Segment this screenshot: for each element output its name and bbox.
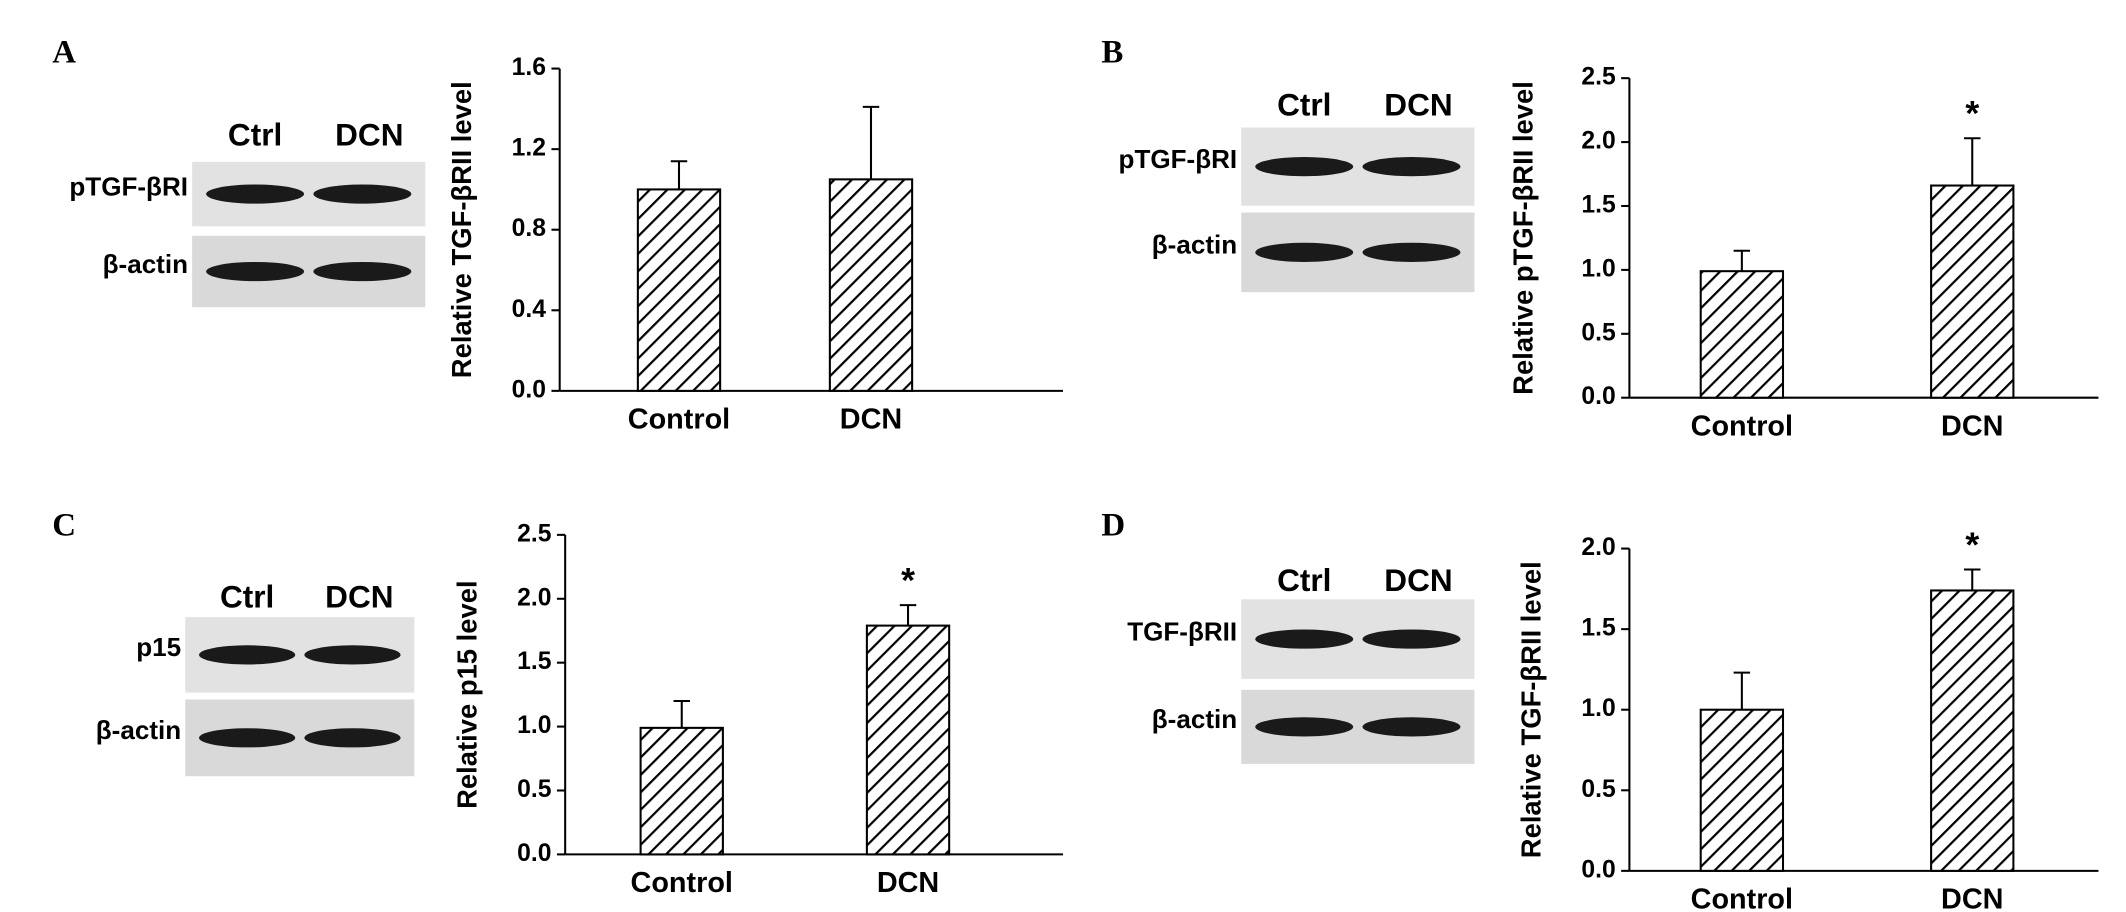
blot-band — [1255, 717, 1354, 737]
lane-label: DCN — [1384, 86, 1452, 122]
blot-band — [1362, 242, 1461, 262]
band-label: p15 — [136, 632, 181, 662]
panel-label: A — [52, 34, 76, 70]
y-tick-label: 2.0 — [517, 584, 551, 611]
lane-label: Ctrl — [1277, 562, 1331, 598]
x-tick-label: DCN — [840, 404, 902, 436]
lane-label: DCN — [325, 579, 393, 615]
y-tick-label: 0.8 — [512, 215, 546, 242]
y-tick-label: 0.0 — [1581, 383, 1615, 410]
y-tick-label: 0.0 — [1581, 856, 1615, 883]
bar — [1699, 270, 1785, 399]
blot-band — [313, 184, 412, 204]
blot-band — [1255, 629, 1354, 649]
y-tick-label: 0.5 — [1581, 776, 1616, 803]
y-tick-label: 1.0 — [517, 712, 551, 739]
bar — [639, 726, 724, 856]
x-tick-label: Control — [1691, 410, 1793, 442]
error-bar — [670, 160, 688, 190]
x-tick-label: DCN — [1941, 410, 2003, 442]
y-tick-label: 2.0 — [1581, 534, 1615, 561]
lane-label: Ctrl — [220, 579, 274, 615]
blot-band — [199, 645, 296, 665]
blot-band — [1362, 629, 1461, 649]
y-axis-label: Relative p15 level — [451, 580, 482, 809]
y-tick-label: 1.5 — [517, 648, 552, 675]
lane-label: DCN — [1384, 562, 1452, 598]
y-tick-label: 0.5 — [517, 776, 552, 803]
blot-band — [304, 645, 401, 665]
panel: D TGF-βRII β-actin Ctrl DCN 0.0 0.5 1.0 1.5 2.0 Re… — [1101, 508, 2099, 912]
blot-band — [206, 184, 305, 204]
y-tick-label: 2.0 — [1581, 128, 1615, 155]
bar — [828, 178, 914, 392]
y-tick-label: 0.0 — [512, 376, 546, 403]
band-label: β-actin — [103, 249, 188, 279]
y-tick-label: 2.5 — [517, 520, 552, 547]
blot-band — [313, 261, 412, 282]
y-axis-label: Relative TGF-βRII level — [446, 81, 477, 378]
y-tick-label: 1.5 — [1581, 615, 1616, 642]
bar — [1930, 589, 2015, 872]
y-tick-label: 0.5 — [1581, 319, 1616, 346]
error-bar — [899, 604, 917, 626]
band-label: β-actin — [1152, 704, 1237, 734]
band-label: pTGF-βRI — [69, 171, 188, 201]
x-tick-label: DCN — [877, 867, 939, 899]
bar — [1699, 708, 1785, 872]
x-tick-label: Control — [1691, 884, 1793, 912]
lane-label: Ctrl — [1277, 86, 1331, 122]
y-tick-label: 2.5 — [1581, 64, 1616, 91]
lane-label: Ctrl — [228, 116, 282, 152]
y-tick-label: 1.0 — [1581, 695, 1615, 722]
blot-band — [1362, 717, 1461, 737]
y-tick-label: 0.0 — [517, 840, 551, 867]
significance-mark: * — [1965, 94, 1979, 134]
y-tick-label: 1.0 — [1581, 255, 1615, 282]
blot-band — [199, 728, 296, 748]
y-tick-label: 1.2 — [512, 135, 546, 162]
bar — [865, 624, 951, 856]
significance-mark: * — [1965, 525, 1979, 565]
band-label: β-actin — [96, 715, 181, 745]
error-bar — [1733, 249, 1751, 272]
x-tick-label: Control — [628, 404, 730, 436]
panel-label: C — [52, 508, 76, 544]
y-tick-label: 0.4 — [512, 296, 547, 323]
y-axis-label: Relative pTGF-βRII level — [1507, 81, 1538, 395]
error-bar — [1964, 137, 1981, 186]
panel-label: B — [1101, 34, 1123, 70]
blot-band — [206, 261, 305, 282]
bar — [1930, 184, 2015, 399]
bar — [636, 188, 722, 392]
band-label: pTGF-βRI — [1119, 144, 1238, 174]
y-tick-label: 1.5 — [1581, 192, 1616, 219]
y-tick-label: 1.6 — [512, 54, 546, 81]
blot-band — [1255, 242, 1354, 262]
y-axis-label: Relative TGF-βRII level — [1516, 561, 1547, 858]
x-tick-label: Control — [631, 867, 733, 899]
blot-band — [1255, 157, 1354, 177]
error-bar — [1964, 568, 1981, 591]
significance-mark: * — [901, 561, 915, 601]
panel-label: D — [1101, 508, 1125, 544]
error-bar — [1733, 671, 1751, 710]
error-bar — [862, 105, 880, 180]
blot-band — [304, 728, 401, 748]
lane-label: DCN — [335, 116, 403, 152]
band-label: TGF-βRII — [1127, 616, 1237, 646]
blot-band — [1362, 157, 1461, 177]
x-tick-label: DCN — [1941, 884, 2003, 912]
band-label: β-actin — [1152, 230, 1237, 260]
error-bar — [673, 699, 690, 728]
